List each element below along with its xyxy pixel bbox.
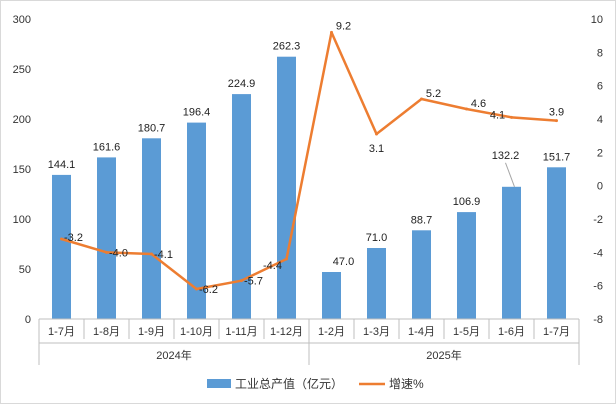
x-tick-label: 1-9月 [138, 326, 165, 338]
line-point [465, 107, 468, 111]
legend-line-label: 增速% [389, 377, 424, 391]
y-left-tick-label: 300 [13, 14, 31, 26]
line-point [150, 252, 153, 256]
line-point [510, 115, 513, 119]
line-point [330, 30, 333, 34]
y-right-tick-label: 2 [597, 147, 603, 159]
x-tick-label: 1-6月 [498, 326, 525, 338]
bar [457, 212, 476, 319]
y-right-tick-label: -4 [593, 247, 603, 259]
line-value-label: -4.0 [109, 247, 128, 259]
bar-value-label: 196.4 [183, 107, 211, 119]
line-value-label: -5.7 [244, 276, 263, 288]
y-left-tick-label: 100 [13, 214, 31, 226]
bar [187, 122, 206, 319]
line-value-label: 4.1 [490, 109, 505, 121]
bar-value-label: 47.0 [333, 256, 354, 268]
line-point [60, 237, 63, 241]
legend-bar-swatch [207, 379, 231, 388]
line-value-label: 3.9 [549, 107, 564, 119]
x-tick-label: 1-7月 [543, 326, 570, 338]
line-point [195, 287, 198, 291]
bar-value-label: 180.7 [138, 122, 166, 134]
line-point [375, 132, 378, 136]
bar-value-label: 262.3 [273, 41, 301, 53]
line-point [105, 250, 108, 254]
growth-line [61, 31, 557, 291]
line-value-label: -6.2 [199, 284, 218, 296]
y-left-tick-label: 250 [13, 64, 31, 76]
line-value-label: 4.6 [471, 98, 486, 110]
y-right-tick-label: 4 [597, 114, 603, 126]
x-group-label: 2025年 [426, 348, 461, 362]
x-tick-label: 1-8月 [93, 326, 120, 338]
y-left-tick-label: 50 [19, 264, 31, 276]
y-right-tick-label: -6 [593, 281, 603, 293]
bar-value-label: 71.0 [366, 232, 387, 244]
x-tick-label: 1-3月 [363, 326, 390, 338]
y-left-tick-label: 200 [13, 114, 31, 126]
bar [367, 248, 386, 319]
bar-value-label: 88.7 [411, 214, 432, 226]
bar-value-label: 144.1 [48, 159, 76, 171]
bar [547, 167, 566, 319]
bar [502, 186, 521, 319]
line-point [555, 119, 558, 123]
y-right-tick-label: 8 [597, 47, 603, 59]
label-leader-line [505, 162, 515, 187]
line-point [420, 97, 423, 101]
line-value-label: -3.2 [64, 232, 83, 244]
bar [52, 174, 71, 319]
bar [277, 56, 296, 319]
y-right-tick-label: 0 [597, 181, 603, 193]
line-point [240, 279, 243, 283]
x-tick-label: 1-5月 [453, 326, 480, 338]
bar [142, 138, 161, 319]
bar [322, 272, 341, 319]
line-point [285, 257, 288, 261]
x-tick-label: 1-4月 [408, 326, 435, 338]
legend-bar-label: 工业总产值（亿元） [235, 376, 343, 391]
y-right-tick-label: -8 [593, 314, 603, 326]
y-right-tick-label: 10 [591, 14, 603, 26]
x-tick-label: 1-11月 [225, 326, 257, 338]
x-tick-label: 1-2月 [318, 326, 345, 338]
y-left-tick-label: 150 [13, 164, 31, 176]
bar [232, 94, 251, 319]
y-left-tick-label: 0 [25, 314, 31, 326]
y-right-tick-label: -2 [593, 214, 603, 226]
y-right-tick-label: 6 [597, 81, 603, 93]
bar [97, 157, 116, 319]
x-tick-label: 1-7月 [48, 326, 75, 338]
line-value-label: -4.1 [154, 249, 173, 261]
bar [412, 230, 431, 319]
line-value-label: 3.1 [369, 143, 384, 155]
line-value-label: 5.2 [426, 88, 441, 100]
x-tick-label: 1-10月 [180, 326, 213, 338]
bar-value-label: 106.9 [453, 196, 481, 208]
x-tick-label: 1-12月 [270, 326, 303, 338]
bar-value-label: 161.6 [93, 141, 121, 153]
bar-value-label: 224.9 [228, 78, 256, 90]
line-value-label: 9.2 [336, 20, 351, 32]
line-value-label: -4.4 [263, 260, 282, 272]
bar-value-label: 132.2 [492, 150, 520, 162]
bar-value-label: 151.7 [543, 151, 571, 163]
x-group-label: 2024年 [156, 348, 191, 362]
